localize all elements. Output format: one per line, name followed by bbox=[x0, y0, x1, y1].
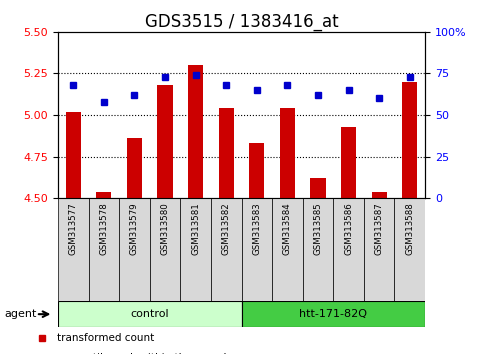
Text: GSM313580: GSM313580 bbox=[160, 202, 170, 255]
Text: GSM313583: GSM313583 bbox=[252, 202, 261, 255]
Bar bbox=[272, 198, 303, 301]
Text: GSM313579: GSM313579 bbox=[130, 202, 139, 255]
Bar bbox=[96, 192, 112, 198]
Bar bbox=[150, 198, 180, 301]
Bar bbox=[242, 198, 272, 301]
Bar bbox=[311, 178, 326, 198]
Text: GSM313581: GSM313581 bbox=[191, 202, 200, 255]
Bar bbox=[211, 198, 242, 301]
Bar bbox=[219, 108, 234, 198]
Text: GSM313586: GSM313586 bbox=[344, 202, 353, 255]
Text: GSM313588: GSM313588 bbox=[405, 202, 414, 255]
Text: htt-171-82Q: htt-171-82Q bbox=[299, 309, 367, 319]
Bar bbox=[395, 198, 425, 301]
Text: GSM313584: GSM313584 bbox=[283, 202, 292, 255]
Bar bbox=[58, 301, 242, 327]
Text: agent: agent bbox=[5, 309, 37, 319]
Bar bbox=[58, 198, 88, 301]
Text: GSM313582: GSM313582 bbox=[222, 202, 231, 255]
Bar bbox=[88, 198, 119, 301]
Bar bbox=[188, 65, 203, 198]
Text: percentile rank within the sample: percentile rank within the sample bbox=[57, 353, 233, 354]
Bar bbox=[242, 301, 425, 327]
Text: GSM313585: GSM313585 bbox=[313, 202, 323, 255]
Bar bbox=[66, 112, 81, 198]
Bar bbox=[341, 127, 356, 198]
Bar bbox=[333, 198, 364, 301]
Text: control: control bbox=[130, 309, 169, 319]
Text: GSM313578: GSM313578 bbox=[99, 202, 108, 255]
Bar bbox=[127, 138, 142, 198]
Text: GSM313587: GSM313587 bbox=[375, 202, 384, 255]
Bar bbox=[364, 198, 395, 301]
Bar bbox=[280, 108, 295, 198]
Bar bbox=[371, 192, 387, 198]
Title: GDS3515 / 1383416_at: GDS3515 / 1383416_at bbox=[145, 13, 338, 30]
Bar bbox=[303, 198, 333, 301]
Bar bbox=[180, 198, 211, 301]
Text: transformed count: transformed count bbox=[57, 333, 155, 343]
Bar bbox=[249, 143, 265, 198]
Text: GSM313577: GSM313577 bbox=[69, 202, 78, 255]
Bar bbox=[119, 198, 150, 301]
Bar bbox=[157, 85, 173, 198]
Bar bbox=[402, 82, 417, 198]
